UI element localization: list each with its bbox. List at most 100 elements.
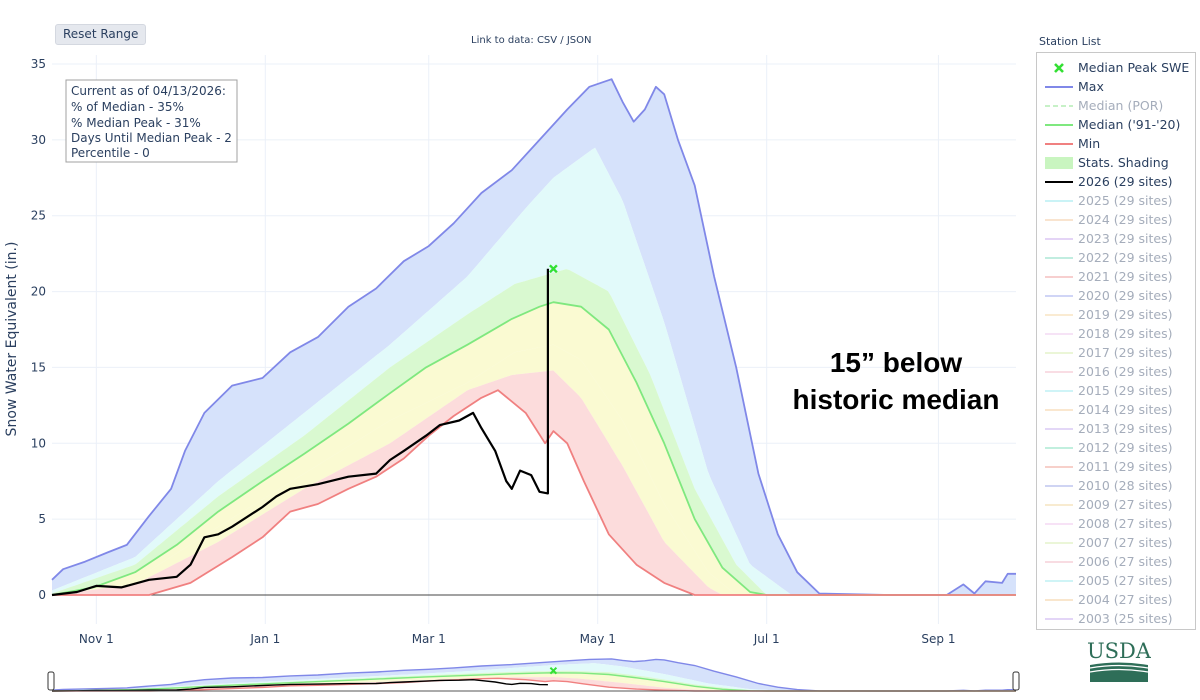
legend-label: 2018 (29 sites): [1078, 326, 1173, 341]
legend-symbol: [1054, 63, 1064, 73]
legend-label: 2005 (27 sites): [1078, 573, 1173, 588]
legend-item[interactable]: 2026 (29 sites): [1037, 173, 1195, 191]
legend-symbol: [1045, 181, 1073, 183]
legend-item[interactable]: 2009 (27 sites): [1037, 496, 1195, 514]
x-tick-label: Jan 1: [249, 632, 280, 646]
legend-item[interactable]: 2018 (29 sites): [1037, 325, 1195, 343]
mini-band: [52, 677, 1016, 691]
legend-symbol: [1045, 409, 1073, 411]
legend-label: Max: [1078, 79, 1104, 94]
legend-symbol: [1045, 390, 1073, 392]
y-tick-label: 25: [31, 209, 46, 223]
legend-item[interactable]: 2015 (29 sites): [1037, 382, 1195, 400]
data-link-prefix: Link to data:: [471, 35, 537, 46]
legend-label: 2024 (29 sites): [1078, 212, 1173, 227]
annotation-line2: historic median: [793, 384, 1000, 415]
legend-item[interactable]: 2010 (28 sites): [1037, 477, 1195, 495]
x-tick-label: Nov 1: [79, 632, 114, 646]
band-p10-min: [52, 370, 1016, 595]
legend-label: 2026 (29 sites): [1078, 174, 1173, 189]
json-link[interactable]: JSON: [566, 35, 592, 46]
legend-symbol: [1045, 371, 1073, 373]
y-tick-label: 0: [38, 588, 46, 602]
legend-symbol: [1045, 466, 1073, 468]
legend-item[interactable]: 2005 (27 sites): [1037, 572, 1195, 590]
axis-ticks: 0 5 10 15 20 25 30 35 Nov 1 Jan 1 Mar 1 May 1 Jul 1 S…: [31, 57, 956, 646]
legend-label: Median (POR): [1078, 98, 1164, 113]
legend-item[interactable]: 2017 (29 sites): [1037, 344, 1195, 362]
legend-label: 2006 (27 sites): [1078, 554, 1173, 569]
legend-item[interactable]: 2023 (29 sites): [1037, 230, 1195, 248]
legend-item[interactable]: 2014 (29 sites): [1037, 401, 1195, 419]
legend-label: 2010 (28 sites): [1078, 478, 1173, 493]
legend-symbol: [1045, 580, 1073, 582]
legend-symbol: [1045, 542, 1073, 544]
legend-item[interactable]: 2013 (29 sites): [1037, 420, 1195, 438]
legend-label: 2019 (29 sites): [1078, 307, 1173, 322]
legend-item[interactable]: 2003 (25 sites): [1037, 610, 1195, 628]
legend-item[interactable]: Max: [1037, 78, 1195, 96]
legend-item[interactable]: 2006 (27 sites): [1037, 553, 1195, 571]
info-line: Days Until Median Peak - 2: [71, 131, 232, 145]
x-tick-label: May 1: [580, 632, 616, 646]
info-box: Current as of 04/13/2026: % of Median - …: [65, 79, 238, 163]
legend-item[interactable]: 2024 (29 sites): [1037, 211, 1195, 229]
mini-chart: [51, 658, 1016, 692]
legend-item[interactable]: Min: [1037, 135, 1195, 153]
range-handle-right[interactable]: [1012, 671, 1020, 691]
mini-peak-marker: [549, 667, 558, 675]
series-lines: [51, 78, 1016, 597]
annotation-line1: 15” below: [830, 347, 962, 378]
csv-link[interactable]: CSV: [536, 35, 558, 46]
legend-label: Median ('91-'20): [1078, 117, 1181, 132]
legend-item[interactable]: 2004 (27 sites): [1037, 591, 1195, 609]
legend-item[interactable]: 2020 (29 sites): [1037, 287, 1195, 305]
data-link-sep: /: [557, 35, 567, 46]
info-line: % Median Peak - 31%: [71, 116, 201, 130]
range-slider[interactable]: [0, 655, 1200, 700]
legend-label: 2021 (29 sites): [1078, 269, 1173, 284]
legend-item[interactable]: 2019 (29 sites): [1037, 306, 1195, 324]
legend-item[interactable]: 2021 (29 sites): [1037, 268, 1195, 286]
legend-symbol: [1045, 219, 1073, 221]
legend-label: Min: [1078, 136, 1101, 151]
legend-symbol: [1045, 295, 1073, 297]
legend-item[interactable]: 2007 (27 sites): [1037, 534, 1195, 552]
legend-item[interactable]: Median Peak SWE: [1037, 59, 1195, 77]
legend-item[interactable]: 2025 (29 sites): [1037, 192, 1195, 210]
legend-symbol: [1045, 200, 1073, 202]
legend: Median Peak SWE Max Median (POR) Median ('9…: [1036, 52, 1196, 630]
legend-symbol: [1045, 599, 1073, 601]
range-handle-left[interactable]: [47, 671, 55, 691]
y-tick-label: 35: [31, 57, 46, 71]
legend-symbol: [1045, 561, 1073, 563]
legend-item[interactable]: 2012 (29 sites): [1037, 439, 1195, 457]
legend-item[interactable]: Stats. Shading: [1037, 154, 1195, 172]
mini-median-9120-line: [51, 672, 1016, 692]
legend-label: 2013 (29 sites): [1078, 421, 1173, 436]
y-tick-label: 5: [38, 512, 46, 526]
legend-item[interactable]: 2011 (29 sites): [1037, 458, 1195, 476]
min-line: [52, 389, 1016, 596]
legend-label: 2011 (29 sites): [1078, 459, 1173, 474]
legend-item[interactable]: 2016 (29 sites): [1037, 363, 1195, 381]
median-9120-line: [51, 301, 1016, 596]
band-p90-p70: [52, 147, 1016, 595]
legend-label: 2007 (27 sites): [1078, 535, 1173, 550]
legend-symbol: [1045, 428, 1073, 430]
legend-item[interactable]: Median (POR): [1037, 97, 1195, 115]
median-peak-marker: [549, 264, 558, 274]
legend-item[interactable]: Median ('91-'20): [1037, 116, 1195, 134]
legend-label: 2025 (29 sites): [1078, 193, 1173, 208]
legend-label: Median Peak SWE: [1078, 60, 1190, 75]
reset-range-button[interactable]: Reset Range: [55, 24, 147, 45]
legend-label: Stats. Shading: [1078, 155, 1169, 170]
band-max-p90: [52, 79, 1016, 596]
y-tick-label: 10: [31, 436, 46, 450]
legend-item[interactable]: 2008 (27 sites): [1037, 515, 1195, 533]
swe-chart: 0 5 10 15 20 25 30 35 Nov 1 Jan 1 Mar 1 May 1 Jul 1 S…: [4, 55, 1016, 646]
legend-symbol: [1045, 333, 1073, 335]
legend-symbol: [1045, 143, 1073, 145]
legend-item[interactable]: 2022 (29 sites): [1037, 249, 1195, 267]
legend-symbol: [1045, 238, 1073, 240]
